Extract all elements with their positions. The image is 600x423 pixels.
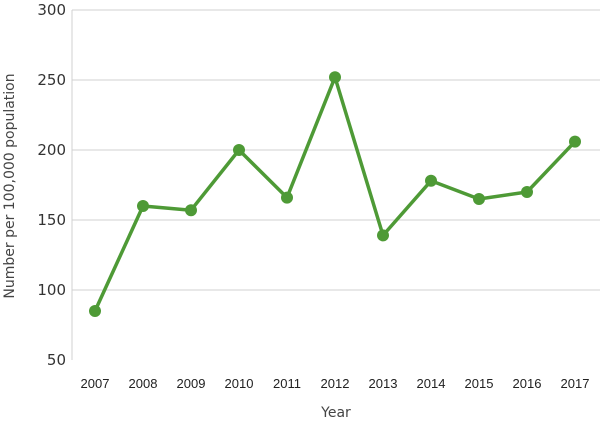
x-tick-label: 2013: [369, 376, 398, 391]
x-tick-label: 2015: [465, 376, 494, 391]
y-tick-label: 150: [37, 211, 66, 229]
data-point-2014: [425, 174, 437, 187]
data-point-2010: [233, 144, 245, 156]
data-point-2012: [329, 71, 341, 84]
y-tick-label: 100: [37, 281, 66, 299]
gridlines: [71, 9, 600, 360]
data-point-2016: [521, 186, 533, 198]
x-tick-label: 2008: [129, 376, 158, 391]
x-axis-ticks: 2007 2008 2009 2010 2011 2012 2013 2014 2015 2016…: [81, 376, 590, 391]
series-line: [93, 75, 577, 313]
y-tick-label: 200: [37, 141, 66, 159]
x-axis-label: Year: [320, 405, 351, 421]
data-point-2011: [281, 191, 293, 204]
series-layer: [89, 71, 581, 317]
x-tick-label: 2009: [177, 376, 206, 391]
y-tick-label: 250: [37, 71, 66, 89]
data-point-2015: [473, 193, 485, 205]
data-point-2017: [569, 135, 581, 148]
x-tick-label: 2016: [513, 376, 542, 391]
y-axis-label: Number per 100,000 population: [2, 73, 18, 298]
x-tick-label: 2014: [417, 376, 446, 391]
y-tick-label: 300: [37, 1, 66, 19]
data-point-2008: [137, 200, 149, 212]
x-tick-label: 2007: [81, 376, 110, 391]
y-tick-label: 50: [47, 351, 66, 369]
x-tick-label: 2010: [225, 376, 254, 391]
x-tick-label: 2012: [321, 376, 350, 391]
y-axis-ticks: 50 100 150 200 250 300: [37, 1, 66, 369]
data-point-2009: [185, 204, 197, 217]
x-tick-label: 2011: [273, 376, 301, 391]
data-point-2007: [89, 305, 101, 317]
data-point-2013: [377, 229, 389, 242]
x-tick-label: 2017: [561, 376, 590, 391]
